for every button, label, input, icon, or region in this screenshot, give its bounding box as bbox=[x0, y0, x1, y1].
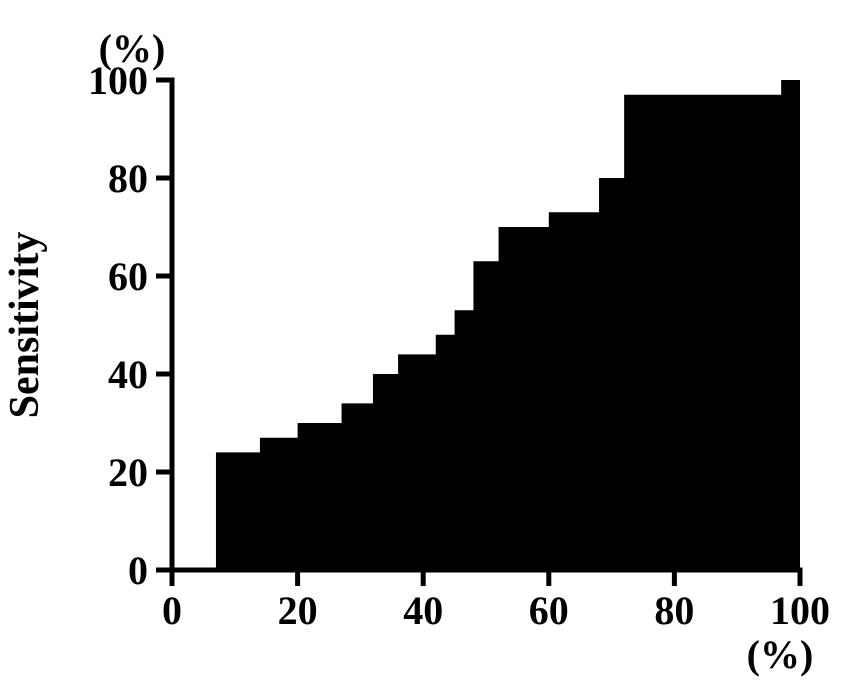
x-unit-label: (%) bbox=[747, 632, 814, 677]
x-tick-label: 60 bbox=[529, 588, 569, 633]
x-tick-label: 20 bbox=[278, 588, 318, 633]
y-axis-label: Sensitivity bbox=[2, 232, 48, 419]
y-unit-label: (%) bbox=[99, 26, 166, 71]
y-tick-label: 20 bbox=[108, 450, 148, 495]
chart-container: 020406080100020406080100(%)(%)Sensitivit… bbox=[0, 0, 849, 688]
y-tick-label: 60 bbox=[108, 254, 148, 299]
y-tick-label: 0 bbox=[128, 548, 148, 593]
x-tick-label: 40 bbox=[403, 588, 443, 633]
x-tick-label: 0 bbox=[162, 588, 182, 633]
step-fill bbox=[216, 80, 800, 570]
y-tick-label: 80 bbox=[108, 156, 148, 201]
y-tick-label: 40 bbox=[108, 352, 148, 397]
roc-chart: 020406080100020406080100(%)(%)Sensitivit… bbox=[0, 0, 849, 688]
x-tick-label: 80 bbox=[654, 588, 694, 633]
x-tick-label: 100 bbox=[770, 588, 830, 633]
